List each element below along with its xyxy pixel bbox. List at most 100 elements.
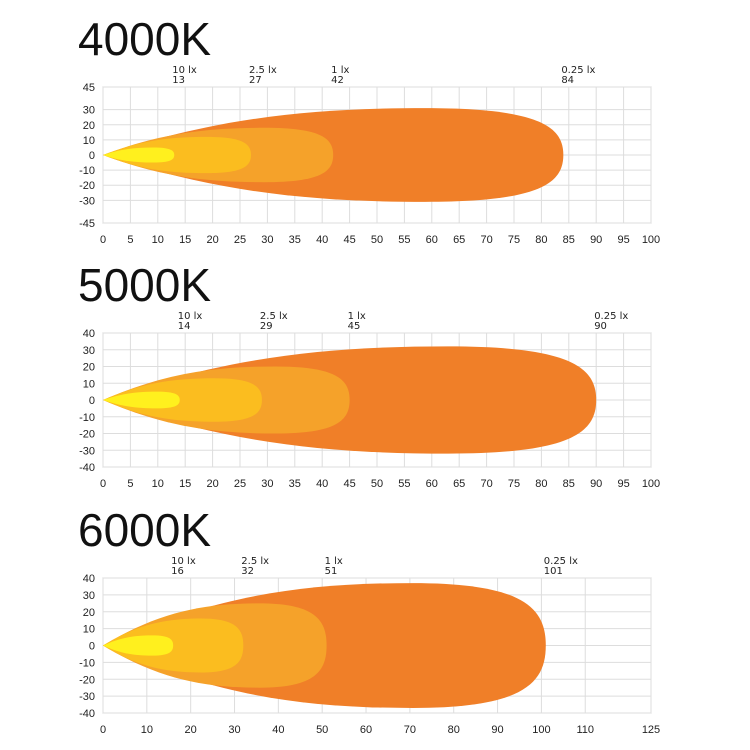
x-tick-label: 25	[234, 478, 246, 490]
x-tick-label: 85	[563, 478, 575, 490]
x-tick-label: 35	[289, 234, 301, 246]
x-tick-label: 70	[480, 478, 492, 490]
x-tick-label: 80	[535, 478, 547, 490]
y-tick-label: 45	[83, 82, 95, 94]
distance-label: 84	[561, 75, 574, 86]
x-tick-label: 45	[343, 478, 355, 490]
x-tick-label: 110	[576, 724, 594, 736]
x-tick-label: 40	[316, 234, 328, 246]
y-tick-label: 30	[83, 345, 95, 357]
x-tick-label: 100	[642, 234, 660, 246]
x-tick-label: 20	[185, 724, 197, 736]
y-tick-label: -20	[79, 674, 95, 686]
y-tick-label: -20	[79, 429, 95, 441]
y-tick-label: 10	[83, 378, 95, 390]
distance-label: 42	[331, 75, 344, 86]
y-tick-label: -10	[79, 412, 95, 424]
y-tick-label: 0	[89, 150, 95, 162]
y-tick-label: 20	[83, 607, 95, 619]
beam-contour	[103, 635, 174, 656]
panel-title: 5000K	[78, 259, 211, 311]
y-tick-label: 20	[83, 120, 95, 132]
x-tick-label: 70	[404, 724, 416, 736]
y-tick-label: -20	[79, 180, 95, 192]
y-tick-label: -10	[79, 657, 95, 669]
x-tick-label: 75	[508, 234, 520, 246]
x-tick-label: 60	[426, 234, 438, 246]
x-tick-label: 35	[289, 478, 301, 490]
panel-title: 4000K	[78, 13, 211, 65]
beam-contour	[103, 136, 251, 174]
x-tick-label: 75	[508, 478, 520, 490]
x-tick-label: 15	[179, 478, 191, 490]
x-tick-label: 55	[398, 478, 410, 490]
beam-contour	[103, 391, 180, 409]
y-tick-label: -30	[79, 691, 95, 703]
distance-label: 90	[594, 321, 607, 332]
x-tick-label: 125	[642, 724, 660, 736]
y-tick-label: 10	[83, 624, 95, 636]
distance-label: 16	[171, 566, 184, 577]
x-tick-label: 10	[141, 724, 153, 736]
y-tick-label: -30	[79, 195, 95, 207]
y-tick-label: 30	[83, 105, 95, 117]
y-tick-label: -40	[79, 462, 95, 474]
x-tick-label: 65	[453, 234, 465, 246]
lux-label: 1 lx	[331, 65, 349, 76]
lux-label: 10 lx	[171, 556, 196, 567]
y-tick-label: -10	[79, 165, 95, 177]
x-tick-label: 15	[179, 234, 191, 246]
x-tick-label: 0	[100, 478, 106, 490]
x-tick-label: 40	[316, 478, 328, 490]
x-tick-label: 20	[206, 234, 218, 246]
y-tick-label: -30	[79, 445, 95, 457]
y-tick-label: 0	[89, 641, 95, 653]
x-tick-label: 85	[563, 234, 575, 246]
x-tick-label: 65	[453, 478, 465, 490]
x-tick-label: 95	[617, 234, 629, 246]
distance-label: 101	[544, 566, 563, 577]
distance-label: 29	[260, 321, 273, 332]
distance-label: 32	[241, 566, 254, 577]
lux-label: 2.5 lx	[241, 556, 269, 567]
y-tick-label: 20	[83, 362, 95, 374]
x-tick-label: 60	[426, 478, 438, 490]
y-tick-label: 0	[89, 395, 95, 407]
x-tick-label: 45	[343, 234, 355, 246]
x-tick-label: 20	[206, 478, 218, 490]
y-tick-label: 40	[83, 573, 95, 585]
distance-label: 51	[325, 566, 338, 577]
x-tick-label: 70	[480, 234, 492, 246]
lux-label: 0.25 lx	[594, 311, 628, 322]
x-tick-label: 50	[371, 234, 383, 246]
x-tick-label: 5	[127, 478, 133, 490]
beam-contour	[103, 147, 175, 163]
y-tick-label: 40	[83, 328, 95, 340]
x-tick-label: 90	[491, 724, 503, 736]
lux-label: 10 lx	[178, 311, 203, 322]
lux-label: 1 lx	[348, 311, 366, 322]
panel-title: 6000K	[78, 504, 211, 556]
x-tick-label: 60	[360, 724, 372, 736]
beam-contour	[103, 378, 262, 422]
x-tick-label: 30	[261, 478, 273, 490]
x-tick-label: 80	[448, 724, 460, 736]
x-tick-label: 5	[127, 234, 133, 246]
x-tick-label: 55	[398, 234, 410, 246]
x-tick-label: 10	[152, 478, 164, 490]
x-tick-label: 50	[371, 478, 383, 490]
lux-label: 2.5 lx	[249, 65, 277, 76]
y-tick-label: -40	[79, 708, 95, 720]
distance-label: 14	[178, 321, 191, 332]
x-tick-label: 10	[152, 234, 164, 246]
x-tick-label: 90	[590, 478, 602, 490]
x-tick-label: 50	[316, 724, 328, 736]
lux-label: 10 lx	[172, 65, 197, 76]
lux-label: 2.5 lx	[260, 311, 288, 322]
x-tick-label: 95	[617, 478, 629, 490]
x-tick-label: 100	[642, 478, 660, 490]
x-tick-label: 80	[535, 234, 547, 246]
distance-label: 45	[348, 321, 361, 332]
y-tick-label: 30	[83, 590, 95, 602]
